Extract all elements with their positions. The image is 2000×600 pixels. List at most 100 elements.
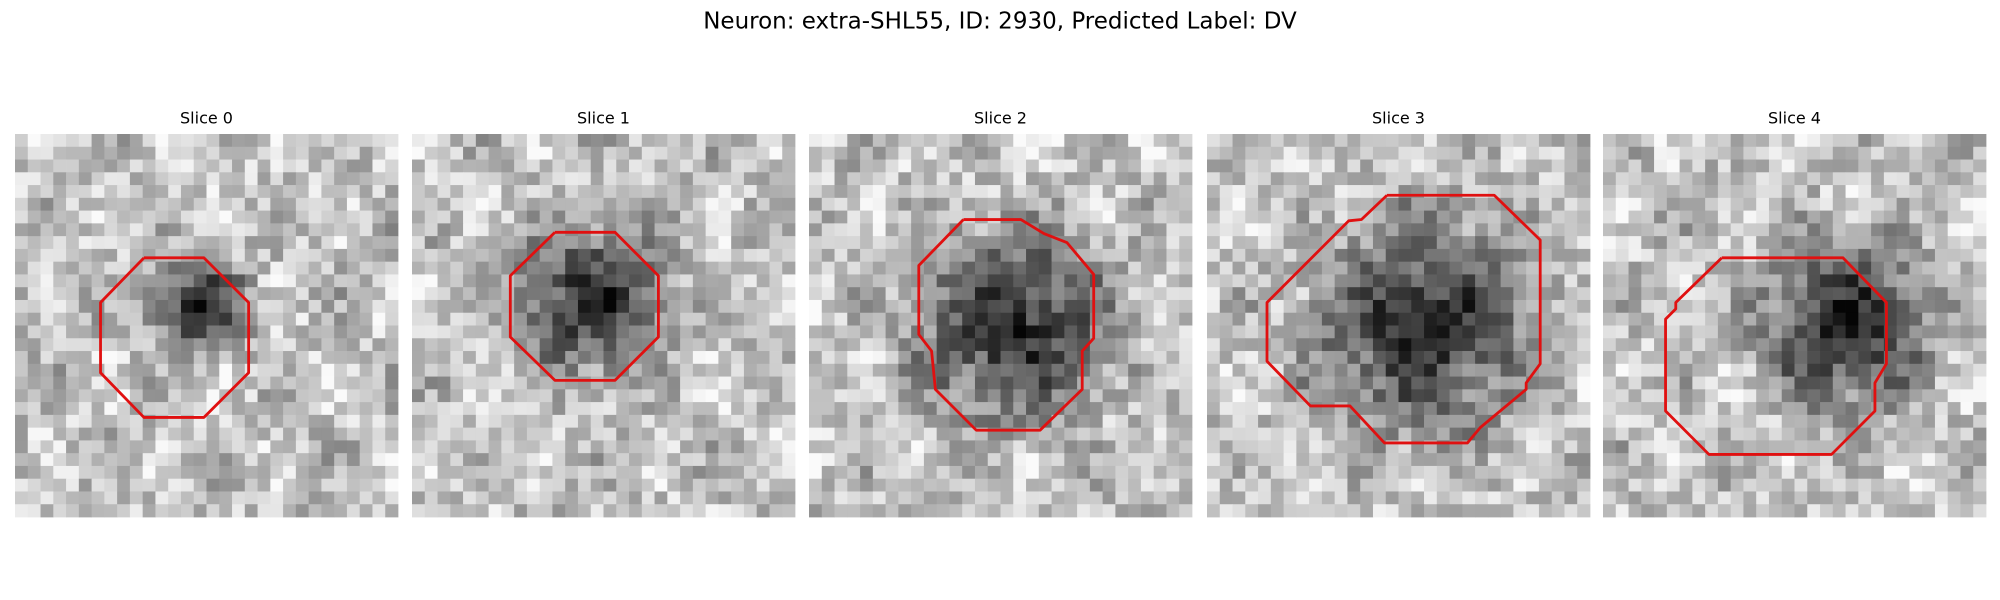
pixel [155,402,169,416]
pixel [718,299,732,314]
pixel [1654,325,1668,339]
pixel [756,172,770,186]
pixel [603,159,617,173]
pixel [104,325,118,339]
pixel [1603,299,1617,314]
pixel [66,504,80,518]
pixel [40,261,54,275]
pixel [283,197,297,211]
pixel [949,440,963,454]
pixel [577,210,592,224]
pixel [1883,504,1898,518]
pixel [180,223,195,237]
pixel [1334,312,1348,326]
pixel [104,146,118,160]
pixel [1538,427,1553,441]
pixel [1475,146,1489,160]
pixel [1270,274,1284,288]
pixel [308,478,322,492]
pixel [1372,299,1387,314]
pixel [1730,185,1744,199]
pixel [180,185,195,199]
pixel [219,210,233,224]
pixel [1692,134,1706,148]
pixel [1270,312,1284,326]
pixel [1896,325,1910,339]
pixel [629,504,643,518]
pixel [463,146,477,160]
pixel [1115,312,1129,326]
pixel [1051,274,1065,288]
pixel [1654,312,1668,326]
pixel [475,236,489,250]
pixel [1820,491,1834,505]
pixel [847,351,861,365]
pixel [514,453,528,467]
pixel [1564,414,1578,429]
pixel [1922,261,1936,275]
pixel [244,274,258,288]
pixel [1207,427,1221,441]
pixel [834,299,848,314]
pixel [860,491,874,505]
pixel [782,427,796,441]
pixel [641,274,655,288]
pixel [1820,287,1834,301]
pixel [590,402,604,416]
pixel [834,210,848,224]
pixel [155,389,169,403]
pixel [1743,134,1757,148]
pixel [1922,453,1936,467]
pixel [1309,453,1323,467]
pixel [1128,402,1142,416]
pixel [27,274,41,288]
pixel [847,197,861,211]
pixel [1064,172,1078,186]
pixel [104,351,118,365]
pixel [654,299,668,314]
pixel [117,134,131,148]
pixel [206,478,220,492]
pixel [219,236,233,250]
pixel [641,427,655,441]
pixel [1140,427,1155,441]
pixel [1296,312,1310,326]
pixel [1820,389,1834,403]
pixel [193,440,207,454]
pixel [53,491,67,505]
pixel [385,465,399,480]
pixel [654,248,668,263]
pixel [257,325,271,339]
pixel [565,159,579,173]
pixel [1603,338,1617,352]
pixel [1334,236,1348,250]
pixel [1564,351,1578,365]
pixel [629,261,643,275]
pixel [1807,440,1821,454]
pixel [949,351,963,365]
pixel [1309,351,1323,365]
pixel [1615,159,1629,173]
pixel [860,465,874,480]
pixel [1487,210,1502,224]
pixel [15,248,29,263]
pixel [987,287,1001,301]
pixel [142,389,156,403]
pixel [616,325,630,339]
pixel [1000,402,1014,416]
pixel [1398,159,1412,173]
pixel [1424,478,1438,492]
pixel [756,197,770,211]
pixel [1449,287,1463,301]
pixel [705,223,719,237]
pixel [847,236,861,250]
pixel [1283,236,1297,250]
pixel [680,312,694,326]
pixel [1411,248,1425,263]
pixel [1705,376,1719,390]
pixel [1909,299,1923,314]
pixel [1219,312,1233,326]
pixel [424,453,438,467]
pixel [27,197,41,211]
pixel [1603,465,1617,480]
